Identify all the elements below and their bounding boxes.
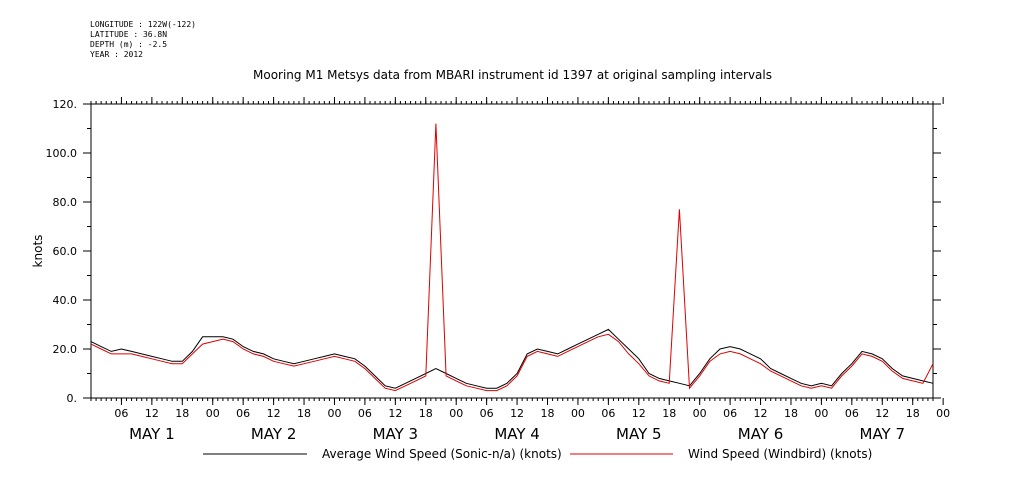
x-tick-label: 12 <box>632 407 646 420</box>
y-tick-label: 120. <box>53 98 78 111</box>
depth-label: DEPTH (m) : -2.5 <box>90 40 168 49</box>
x-tick-label: 18 <box>541 407 555 420</box>
x-tick-label: 18 <box>906 407 920 420</box>
y-tick-label: 20.0 <box>53 343 78 356</box>
x-tick-label: 06 <box>358 407 372 420</box>
x-tick-label: 00 <box>327 407 341 420</box>
x-tick-label: 00 <box>693 407 707 420</box>
x-tick-label: 00 <box>206 407 220 420</box>
latitude-label: LATITUDE : 36.8N <box>90 30 168 39</box>
longitude-label: LONGITUDE : 122W(-122) <box>90 20 196 29</box>
series-line-windbird <box>90 123 934 392</box>
x-day-label: MAY 5 <box>616 425 662 443</box>
x-day-label: MAY 1 <box>129 425 175 443</box>
x-tick-label: 12 <box>388 407 402 420</box>
x-day-label: MAY 7 <box>860 425 906 443</box>
plot-frame <box>90 103 934 399</box>
y-tick-label: 0. <box>67 392 78 405</box>
y-tick-label: 60.0 <box>53 245 78 258</box>
x-tick-label: 18 <box>297 407 311 420</box>
x-tick-label: 00 <box>936 407 950 420</box>
chart-title: Mooring M1 Metsys data from MBARI instru… <box>253 68 772 82</box>
x-day-label: MAY 4 <box>494 425 540 443</box>
x-day-label: MAY 3 <box>373 425 419 443</box>
y-tick-label: 100.0 <box>46 147 78 160</box>
y-tick-label: 40.0 <box>53 294 78 307</box>
x-tick-label: 12 <box>875 407 889 420</box>
x-tick-label: 06 <box>236 407 250 420</box>
year-label: YEAR : 2012 <box>90 50 143 59</box>
x-tick-label: 12 <box>510 407 524 420</box>
legend-label-average: Average Wind Speed (Sonic-n/a) (knots) <box>322 447 562 461</box>
x-day-label: MAY 6 <box>738 425 784 443</box>
legend-label-windbird: Wind Speed (Windbird) (knots) <box>688 447 873 461</box>
x-tick-label: 06 <box>601 407 615 420</box>
x-tick-label: 18 <box>662 407 676 420</box>
y-axis-label: knots <box>31 235 45 268</box>
metadata-block: LONGITUDE : 122W(-122) LATITUDE : 36.8N … <box>90 20 196 60</box>
x-tick-label: 18 <box>175 407 189 420</box>
x-tick-label: 12 <box>754 407 768 420</box>
x-tick-label: 06 <box>845 407 859 420</box>
x-tick-label: 12 <box>267 407 281 420</box>
x-tick-label: 00 <box>814 407 828 420</box>
x-tick-label: 06 <box>480 407 494 420</box>
x-tick-label: 06 <box>723 407 737 420</box>
x-day-label: MAY 2 <box>251 425 297 443</box>
x-tick-label: 12 <box>145 407 159 420</box>
x-tick-label: 00 <box>571 407 585 420</box>
x-tick-label: 00 <box>449 407 463 420</box>
x-tick-label: 18 <box>419 407 433 420</box>
series-line-average <box>90 328 934 389</box>
x-tick-label: 18 <box>784 407 798 420</box>
x-tick-label: 06 <box>114 407 128 420</box>
y-tick-label: 80.0 <box>53 196 78 209</box>
